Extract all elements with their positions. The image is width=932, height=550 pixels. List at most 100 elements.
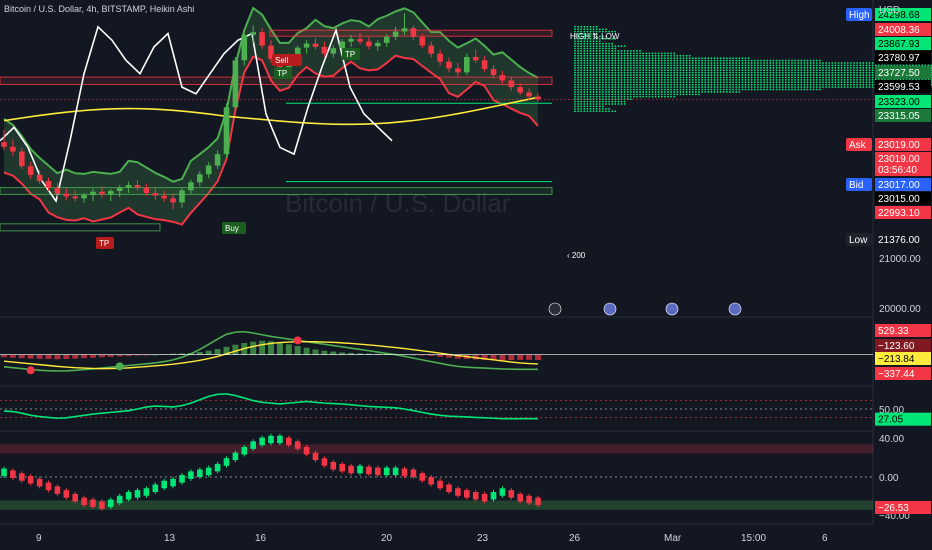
volume-profile-dot — [636, 50, 638, 52]
osc-tick: 0.00 — [879, 473, 899, 484]
time-tick: Mar — [664, 533, 682, 544]
volume-profile-dot — [741, 83, 744, 86]
volume-profile-dot — [791, 81, 793, 84]
volume-profile-dot — [679, 88, 682, 91]
volume-profile-dot — [580, 76, 583, 79]
volume-profile-dot — [617, 76, 620, 79]
macd-bar — [410, 354, 417, 356]
volume-profile-dot — [598, 69, 601, 72]
macd-badge: −213.84 — [878, 354, 915, 365]
volume-profile-dot — [574, 35, 576, 38]
volume-profile-dot — [688, 76, 691, 79]
volume-profile-dot — [741, 81, 744, 84]
volume-profile-dot — [784, 64, 787, 67]
volume-profile-dot — [881, 64, 883, 67]
osc-bar — [268, 435, 274, 444]
volume-profile-dot — [865, 66, 868, 69]
volume-profile-dot — [757, 74, 759, 76]
volume-profile-dot — [781, 78, 784, 81]
volume-profile-dot — [806, 71, 809, 74]
volume-profile-dot — [729, 88, 731, 91]
volume-profile-dot — [629, 91, 632, 93]
volume-profile-dot — [614, 83, 617, 86]
osc-lower-band — [0, 500, 873, 510]
volume-profile-dot — [738, 86, 741, 89]
volume-profile-dot — [791, 62, 793, 64]
volume-profile-dot — [654, 95, 657, 98]
volume-profile-dot — [853, 69, 855, 72]
volume-profile-dot — [598, 35, 601, 38]
volume-profile-dot — [691, 69, 694, 72]
volume-profile-dot — [626, 54, 629, 57]
volume-profile-dot — [701, 64, 703, 67]
volume-profile-dot — [611, 45, 614, 48]
volume-profile-dot — [623, 59, 626, 62]
volume-profile-dot — [595, 64, 598, 67]
volume-profile-dot — [682, 88, 685, 91]
volume-profile-dot — [577, 42, 579, 45]
volume-profile-dot — [763, 76, 765, 79]
volume-profile-dot — [626, 66, 629, 69]
volume-profile-dot — [772, 64, 775, 67]
volume-profile-dot — [602, 71, 604, 74]
volume-profile-dot — [784, 62, 787, 64]
volume-profile-dot — [763, 81, 765, 84]
volume-profile-dot — [871, 81, 874, 84]
volume-profile-dot — [611, 54, 614, 57]
macd-bar — [152, 354, 159, 356]
volume-profile-dot — [617, 93, 620, 96]
volume-profile-dot — [598, 91, 601, 93]
volume-profile-dot — [592, 59, 595, 62]
volume-profile-dot — [670, 81, 672, 84]
volume-profile-dot — [595, 74, 598, 76]
volume-profile-dot — [580, 88, 583, 91]
volume-profile-dot — [778, 81, 781, 84]
volume-profile-dot — [577, 88, 579, 91]
volume-profile-dot — [806, 59, 809, 62]
volume-profile-dot — [862, 74, 865, 76]
volume-profile-dot — [738, 81, 741, 84]
price-badge: 24008.36 — [878, 25, 920, 36]
osc-bar — [321, 458, 328, 466]
lower-box — [0, 223, 161, 232]
volume-profile-dot — [642, 78, 645, 81]
volume-profile-dot — [620, 66, 623, 69]
volume-profile-dot — [608, 95, 610, 98]
volume-profile-dot — [598, 95, 601, 98]
volume-profile-dot — [781, 66, 784, 69]
volume-profile-dot — [614, 30, 617, 33]
price-badge: 23315.05 — [878, 111, 920, 122]
volume-profile-dot — [710, 74, 713, 76]
volume-profile-dot — [589, 91, 592, 93]
macd-bar — [45, 354, 52, 359]
macd-badge: −123.60 — [878, 341, 915, 352]
volume-profile-dot — [654, 76, 657, 79]
tp-signal-label-1-bg — [274, 67, 292, 79]
volume-profile-dot — [797, 81, 800, 84]
volume-profile-dot — [629, 54, 632, 57]
candle-body — [499, 75, 506, 81]
volume-profile-dot — [645, 54, 648, 57]
candle-body — [1, 142, 7, 147]
volume-profile-dot — [608, 107, 610, 110]
volume-profile-dot — [862, 66, 865, 69]
macd-bar — [223, 346, 230, 355]
volume-profile-dot — [670, 86, 672, 89]
volume-profile-dot — [633, 83, 635, 86]
volume-profile-dot — [840, 81, 843, 84]
candle-body — [535, 96, 541, 100]
volume-profile-dot — [580, 107, 583, 110]
volume-profile-dot — [595, 81, 598, 84]
volume-profile-dot — [831, 62, 834, 64]
price-badge-bg — [875, 109, 931, 122]
macd-bar — [446, 354, 452, 358]
volume-profile-dot — [781, 81, 784, 84]
volume-profile-dot — [580, 47, 583, 50]
volume-profile-dot — [580, 95, 583, 98]
osc-bar — [428, 477, 434, 485]
volume-profile-dot — [614, 64, 617, 67]
volume-profile-dot — [871, 83, 874, 86]
osc-bar — [499, 488, 506, 496]
